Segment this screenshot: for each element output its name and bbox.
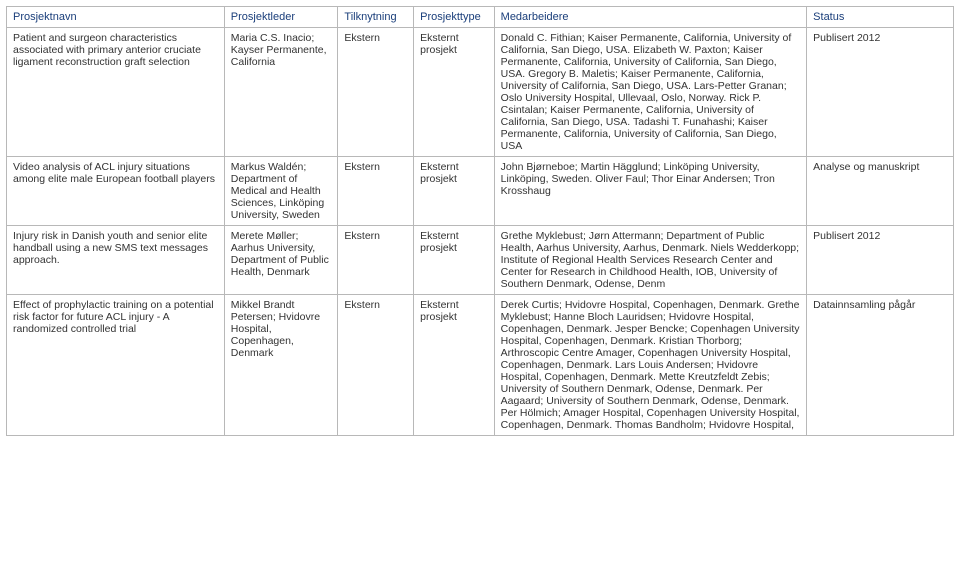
cell-medarbeidere: Donald C. Fithian; Kaiser Permanente, Ca… (494, 28, 807, 157)
col-medarbeidere: Medarbeidere (494, 7, 807, 28)
col-prosjektnavn: Prosjektnavn (7, 7, 225, 28)
cell-prosjektnavn: Injury risk in Danish youth and senior e… (7, 226, 225, 295)
cell-prosjektnavn: Video analysis of ACL injury situations … (7, 157, 225, 226)
cell-prosjektleder: Mikkel Brandt Petersen; Hvidovre Hospita… (224, 295, 338, 436)
cell-medarbeidere: John Bjørneboe; Martin Hägglund; Linköpi… (494, 157, 807, 226)
table-row: Injury risk in Danish youth and senior e… (7, 226, 954, 295)
cell-prosjekttype: Eksternt prosjekt (414, 28, 494, 157)
cell-prosjektleder: Merete Møller; Aarhus University, Depart… (224, 226, 338, 295)
cell-prosjektnavn: Effect of prophylactic training on a pot… (7, 295, 225, 436)
cell-prosjekttype: Eksternt prosjekt (414, 157, 494, 226)
col-prosjektleder: Prosjektleder (224, 7, 338, 28)
cell-tilknytning: Ekstern (338, 157, 414, 226)
col-status: Status (807, 7, 954, 28)
cell-prosjekttype: Eksternt prosjekt (414, 295, 494, 436)
cell-prosjektleder: Markus Waldén; Department of Medical and… (224, 157, 338, 226)
table-row: Effect of prophylactic training on a pot… (7, 295, 954, 436)
cell-tilknytning: Ekstern (338, 28, 414, 157)
projects-table: Prosjektnavn Prosjektleder Tilknytning P… (6, 6, 954, 436)
cell-status: Publisert 2012 (807, 226, 954, 295)
cell-medarbeidere: Derek Curtis; Hvidovre Hospital, Copenha… (494, 295, 807, 436)
cell-prosjektnavn: Patient and surgeon characteristics asso… (7, 28, 225, 157)
cell-tilknytning: Ekstern (338, 295, 414, 436)
table-row: Video analysis of ACL injury situations … (7, 157, 954, 226)
cell-prosjektleder: Maria C.S. Inacio; Kayser Permanente, Ca… (224, 28, 338, 157)
cell-tilknytning: Ekstern (338, 226, 414, 295)
header-row: Prosjektnavn Prosjektleder Tilknytning P… (7, 7, 954, 28)
col-tilknytning: Tilknytning (338, 7, 414, 28)
cell-status: Analyse og manuskript (807, 157, 954, 226)
table-row: Patient and surgeon characteristics asso… (7, 28, 954, 157)
cell-prosjekttype: Eksternt prosjekt (414, 226, 494, 295)
cell-status: Datainnsamling pågår (807, 295, 954, 436)
col-prosjekttype: Prosjekttype (414, 7, 494, 28)
cell-medarbeidere: Grethe Myklebust; Jørn Attermann; Depart… (494, 226, 807, 295)
cell-status: Publisert 2012 (807, 28, 954, 157)
